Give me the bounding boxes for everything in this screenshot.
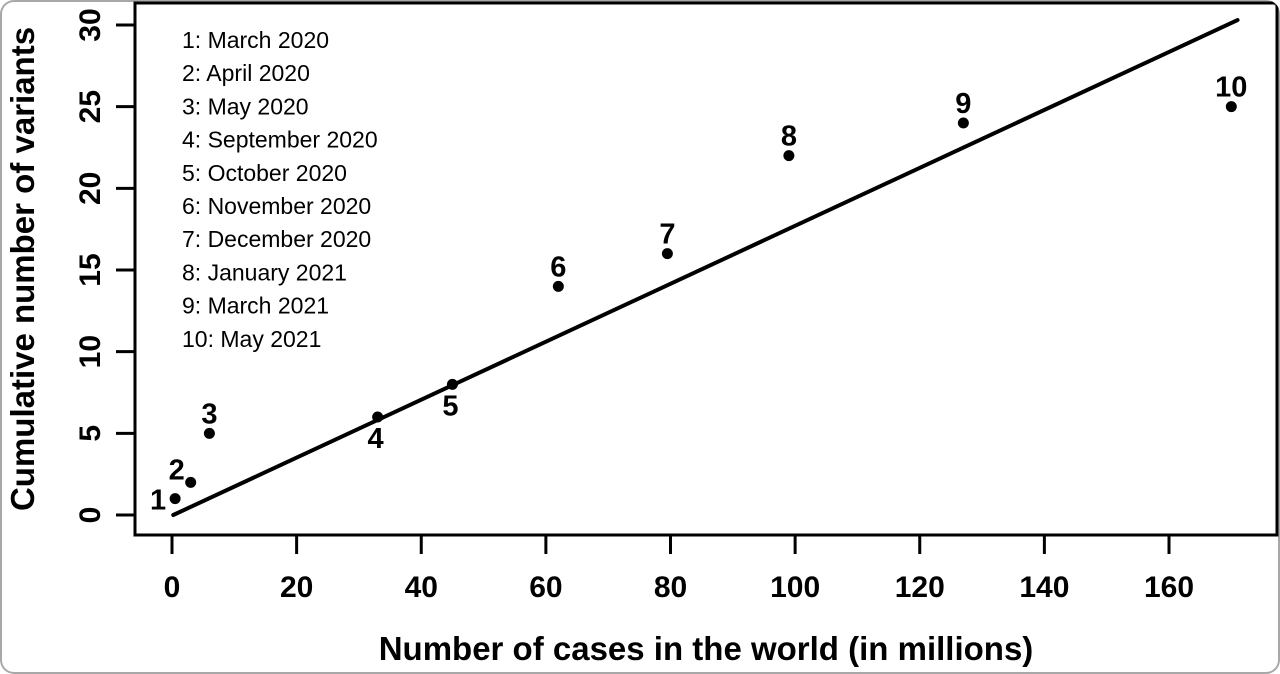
- data-point: [783, 150, 795, 162]
- data-point: [203, 427, 215, 439]
- data-point-label: 6: [550, 251, 566, 283]
- data-point: [661, 248, 673, 260]
- legend-entry: 1: March 2020: [182, 27, 329, 53]
- data-point: [372, 411, 384, 423]
- y-tick-label: 10: [74, 335, 107, 368]
- y-tick-label: 30: [74, 8, 107, 41]
- legend-entry: 7: December 2020: [182, 226, 371, 252]
- fit-line-layer: [171, 18, 1240, 517]
- data-point-label: 2: [169, 454, 185, 486]
- legend-entry: 4: September 2020: [182, 127, 378, 153]
- x-tick-label: 0: [164, 571, 181, 604]
- x-tick-label: 60: [529, 571, 562, 604]
- x-tick-label: 40: [405, 571, 438, 604]
- data-point: [446, 378, 458, 390]
- y-tick-label: 20: [74, 172, 107, 205]
- chart-legend: 1: March 2020 2: April 2020 3: May 2020 4: …: [182, 27, 378, 352]
- y-tick-label: 15: [74, 253, 107, 286]
- data-point: [957, 117, 969, 129]
- data-point-label: 8: [781, 121, 797, 153]
- data-point: [169, 493, 181, 505]
- x-axis-title: Number of cases in the world (in million…: [379, 630, 1034, 667]
- y-tick-label: 25: [74, 90, 107, 123]
- data-points-layer: 123 4 5 6 7 8 9 10: [150, 72, 1247, 517]
- legend-entry: 8: January 2021: [182, 259, 347, 285]
- data-point-label: 9: [955, 88, 971, 120]
- legend-entry: 9: March 2021: [182, 293, 329, 319]
- data-point-label: 1: [150, 485, 166, 517]
- x-tick-label: 160: [1144, 571, 1194, 604]
- x-tick-label: 80: [654, 571, 687, 604]
- x-tick-label: 140: [1019, 571, 1069, 604]
- legend-entry: 2: April 2020: [182, 60, 310, 86]
- data-point-label: 7: [659, 219, 675, 251]
- plot-box: [133, 1, 1279, 537]
- x-tick-label: 120: [895, 571, 945, 604]
- data-point: [1225, 101, 1237, 113]
- legend-entry: 10: May 2021: [182, 326, 321, 352]
- x-tick-label: 100: [770, 571, 820, 604]
- data-point-label: 10: [1215, 72, 1247, 104]
- fit-line: [171, 18, 1240, 517]
- legend-entry: 6: November 2020: [182, 193, 371, 219]
- data-point-label: 5: [442, 390, 458, 422]
- legend-entry: 5: October 2020: [182, 160, 347, 186]
- data-point-label: 4: [368, 423, 384, 455]
- legend-entry: 3: May 2020: [182, 93, 309, 119]
- y-tick-label: 0: [74, 507, 107, 524]
- y-tick-label: 5: [74, 425, 107, 442]
- data-point: [552, 280, 564, 292]
- x-tick-label: 20: [280, 571, 313, 604]
- data-point: [185, 476, 197, 488]
- y-axis-title: Cumulative number of variants: [4, 27, 41, 511]
- data-point-label: 3: [201, 398, 217, 430]
